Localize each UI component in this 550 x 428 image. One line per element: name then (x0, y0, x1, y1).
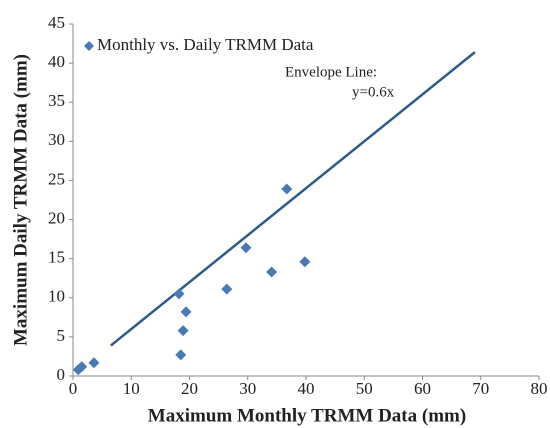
x-tick-label: 30 (239, 379, 256, 398)
x-tick-label: 20 (181, 379, 198, 398)
point (76, 361, 88, 373)
legend-marker (84, 41, 94, 51)
y-tick-label: 10 (48, 287, 65, 306)
y-axis-title: Maximum Daily TRMM Data (mm) (10, 54, 31, 346)
legend-label: Monthly vs. Daily TRMM Data (97, 35, 314, 54)
point (299, 256, 311, 268)
point (88, 357, 100, 369)
y-tick-label: 15 (48, 248, 65, 267)
x-tick-label: 60 (414, 379, 431, 398)
point (240, 242, 252, 254)
y-tick-label: 20 (48, 208, 65, 227)
x-tick-label: 80 (531, 379, 548, 398)
point (173, 288, 185, 300)
point (266, 266, 278, 278)
y-tick-label: 30 (48, 130, 65, 149)
x-tick-label: 10 (123, 379, 140, 398)
annotation: y=0.6x (352, 84, 395, 100)
y-tick-label: 35 (48, 91, 65, 110)
x-tick-label: 50 (356, 379, 373, 398)
envelope-line (110, 51, 476, 347)
y-tick-label: 5 (57, 326, 66, 345)
point (221, 283, 233, 295)
x-tick-label: 70 (472, 379, 489, 398)
point (175, 349, 187, 361)
point (281, 183, 293, 195)
y-tick-label: 25 (48, 169, 65, 188)
x-tick-label: 0 (69, 379, 78, 398)
y-tick-label: 40 (48, 52, 65, 71)
point (177, 325, 189, 337)
annotation: Envelope Line: (285, 64, 377, 80)
y-tick-label: 45 (48, 13, 65, 32)
point (180, 306, 192, 318)
x-tick-label: 40 (298, 379, 315, 398)
x-axis-title: Maximum Monthly TRMM Data (mm) (148, 405, 466, 426)
y-tick-label: 0 (57, 365, 66, 384)
